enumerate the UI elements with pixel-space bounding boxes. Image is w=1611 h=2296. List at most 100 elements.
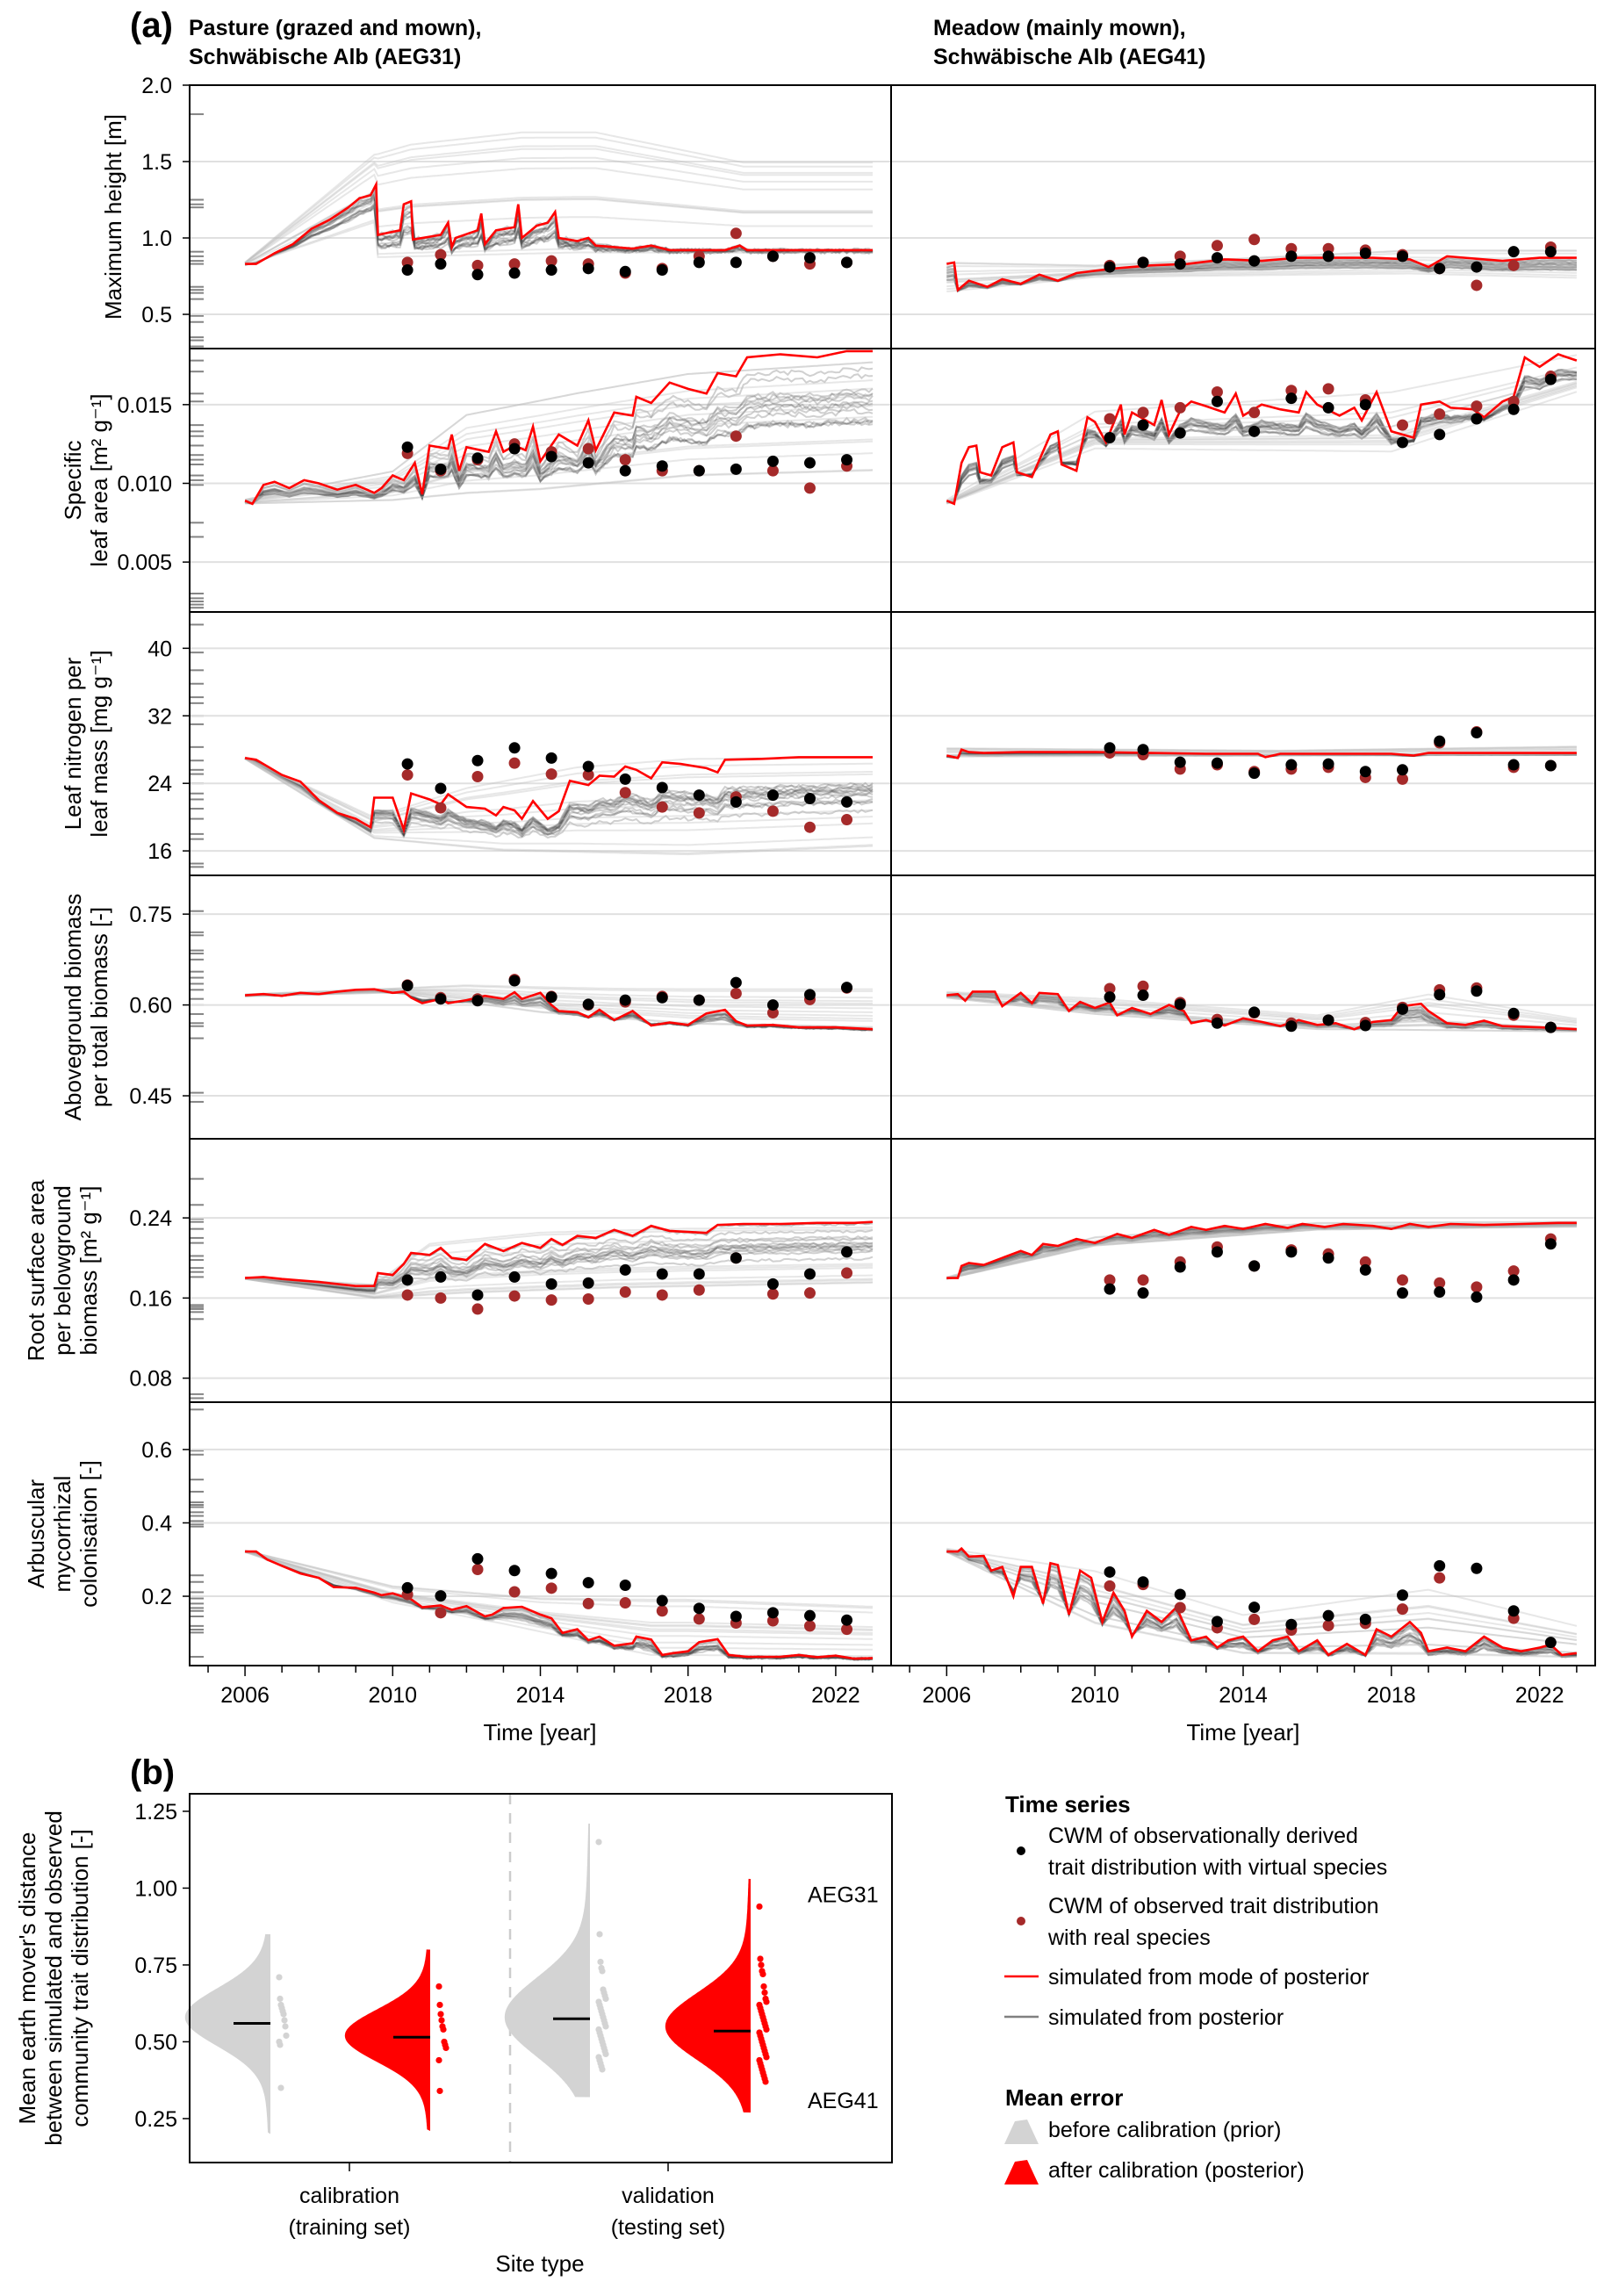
y-tick-label: 40: [147, 637, 172, 661]
observation-real-point: [1248, 234, 1261, 246]
observation-virtual-point: [582, 1277, 594, 1289]
posterior-simulation-line: [244, 167, 873, 264]
posterior-simulation-line: [946, 1226, 1577, 1280]
observation-real-point: [582, 1293, 594, 1306]
y-axis-title: Root surface area: [23, 1179, 49, 1361]
y-tick-label: 16: [147, 839, 172, 864]
posterior-simulation-line: [946, 1223, 1577, 1279]
posterior-simulation-line: [245, 1241, 874, 1292]
point-posterior: [761, 1989, 768, 1997]
observation-virtual-point: [401, 1581, 414, 1594]
posterior-simulation-line: [244, 387, 874, 502]
observation-virtual-point: [803, 457, 816, 469]
observation-virtual-point: [1507, 1007, 1520, 1019]
mode-posterior-line: [946, 255, 1577, 292]
posterior-simulation-line: [946, 1223, 1577, 1280]
observation-virtual-point: [656, 1268, 668, 1280]
posterior-simulation-line: [244, 758, 874, 856]
observation-real-point: [1104, 1580, 1116, 1592]
y-axis-title: biomass [m² g⁻¹]: [76, 1186, 102, 1356]
observation-virtual-point: [1507, 403, 1520, 415]
observation-virtual-point: [582, 457, 594, 469]
posterior-simulation-line: [946, 995, 1577, 1032]
mode-posterior-line: [245, 1550, 874, 1660]
observation-real-point: [1137, 1274, 1149, 1286]
observation-virtual-point: [1174, 756, 1186, 768]
observation-real-point: [803, 821, 816, 833]
observation-virtual-point: [1285, 1618, 1298, 1630]
point-posterior: [756, 1903, 763, 1911]
point-prior: [277, 1995, 284, 2003]
observation-virtual-point: [582, 263, 594, 275]
mode-posterior-line: [946, 1221, 1577, 1279]
observation-virtual-point: [619, 773, 631, 785]
posterior-simulation-line: [244, 756, 873, 822]
observation-virtual-point: [508, 975, 521, 987]
observation-virtual-point: [1544, 373, 1557, 385]
observation-virtual-point: [508, 267, 521, 279]
posterior-simulation-line: [244, 204, 874, 266]
observation-real-point: [1507, 259, 1520, 271]
posterior-simulation-line: [244, 418, 874, 505]
posterior-simulation-line: [244, 1550, 874, 1631]
observation-virtual-point: [1248, 425, 1261, 437]
observation-virtual-point: [1322, 1014, 1334, 1026]
observation-virtual-point: [1137, 256, 1149, 269]
facet-aeg31-row-1: [189, 84, 892, 349]
observation-virtual-point: [545, 991, 557, 1004]
posterior-simulation-line: [244, 757, 874, 836]
posterior-simulation-line: [244, 379, 874, 501]
observation-virtual-point: [730, 256, 742, 269]
observation-virtual-point: [1211, 252, 1223, 264]
posterior-simulation-line: [245, 1226, 873, 1286]
observation-real-point: [1434, 1277, 1446, 1289]
observation-virtual-point: [1434, 1286, 1446, 1299]
posterior-simulation-line: [946, 1220, 1577, 1278]
posterior-simulation-line: [946, 1224, 1577, 1280]
site-title-aeg41-line2: Schwäbische Alb (AEG41): [933, 45, 1205, 69]
posterior-simulation-line: [245, 1243, 873, 1290]
posterior-simulation-line: [946, 1224, 1577, 1280]
posterior-simulation-line: [946, 990, 1578, 1020]
y-tick-label: 0.16: [129, 1286, 172, 1311]
observation-virtual-point: [693, 994, 705, 1006]
observation-virtual-point: [471, 1552, 484, 1565]
observation-virtual-point: [1359, 1263, 1371, 1276]
point-prior: [597, 1958, 604, 1966]
facet-aeg31-row-5: [189, 1138, 892, 1403]
observation-virtual-point: [401, 264, 414, 277]
x-axis-title-left: Time [year]: [483, 1719, 596, 1745]
legend-posterior-shape-icon: [1004, 2160, 1039, 2184]
observation-virtual-point: [766, 1278, 779, 1290]
observation-real-point: [1359, 1256, 1371, 1268]
posterior-simulation-line: [244, 131, 873, 263]
posterior-simulation-line: [946, 369, 1578, 504]
posterior-simulation-line: [244, 757, 874, 838]
site-title-aeg31-line2: Schwäbische Alb (AEG31): [189, 45, 461, 69]
observation-virtual-point: [803, 793, 816, 804]
posterior-simulation-line: [946, 993, 1577, 1032]
observation-virtual-point: [1544, 1238, 1557, 1250]
x-tick-label: calibration: [299, 2184, 399, 2208]
observation-virtual-point: [508, 742, 521, 754]
x-tick-label: 2022: [811, 1683, 860, 1708]
observation-virtual-point: [1322, 401, 1334, 414]
posterior-simulation-line: [245, 1237, 874, 1291]
y-tick-label: 0.010: [117, 471, 172, 496]
point-prior: [283, 2032, 290, 2040]
posterior-simulation-line: [946, 745, 1577, 752]
x-tick-label: (training set): [289, 2215, 411, 2240]
observation-virtual-point: [1544, 246, 1557, 258]
observation-virtual-point: [1285, 392, 1298, 405]
y-axis-title: mycorrhizal: [49, 1476, 76, 1593]
observation-virtual-point: [1211, 1017, 1223, 1029]
observation-real-point: [1434, 1572, 1446, 1584]
observation-virtual-point: [1397, 764, 1409, 776]
posterior-simulation-line: [946, 994, 1577, 1032]
posterior-simulation-line: [245, 1247, 874, 1292]
observation-virtual-point: [435, 258, 447, 270]
posterior-simulation-line: [245, 440, 874, 504]
posterior-simulation-line: [946, 366, 1578, 502]
observation-virtual-point: [766, 789, 779, 802]
posterior-simulation-line: [946, 995, 1577, 1032]
